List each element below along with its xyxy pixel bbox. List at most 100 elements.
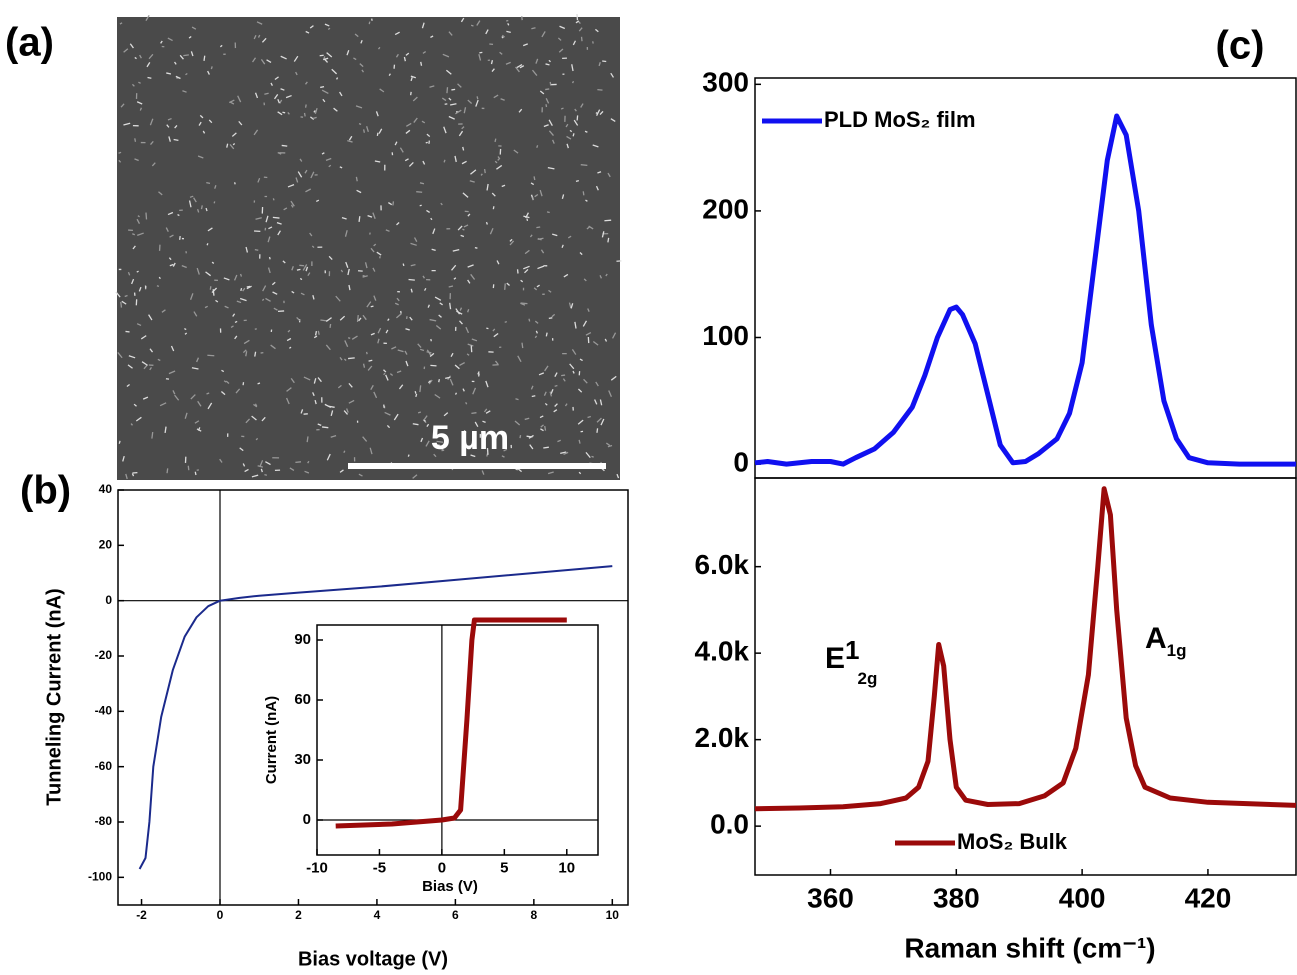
sem-speck: [206, 392, 210, 395]
sem-speck: [554, 403, 558, 407]
sem-speck: [370, 384, 374, 391]
sem-speck: [190, 51, 194, 57]
sem-speck: [478, 53, 482, 61]
sem-speck: [493, 94, 499, 99]
sem-speck: [592, 144, 599, 148]
sem-speck: [547, 166, 555, 170]
sem-speck: [170, 345, 175, 352]
sem-speck: [166, 124, 170, 128]
sem-speck: [545, 332, 548, 337]
sem-speck: [127, 271, 131, 276]
sem-speck: [534, 335, 538, 339]
sem-speck: [457, 83, 462, 88]
sem-speck: [427, 304, 430, 308]
sem-speck: [410, 77, 413, 82]
sem-speck: [515, 398, 519, 401]
sem-speck: [454, 155, 457, 163]
sem-speck: [501, 34, 505, 38]
sem-speck: [313, 378, 317, 384]
sem-speck: [544, 425, 547, 431]
sem-speck: [448, 285, 454, 288]
sem-speck: [240, 287, 243, 292]
sem-speck: [439, 302, 443, 306]
annotation-main: A: [1145, 622, 1167, 655]
sem-speck: [290, 200, 295, 207]
sem-speck: [537, 265, 545, 270]
sem-speck: [323, 57, 329, 61]
sem-speck: [610, 72, 615, 78]
sem-speck: [231, 132, 237, 137]
sem-speck: [485, 29, 489, 35]
sem-speck: [474, 421, 479, 428]
sem-speck: [540, 428, 544, 432]
sem-speck: [335, 295, 341, 302]
sem-speck: [597, 171, 602, 174]
sem-speck: [471, 338, 478, 342]
sem-speck: [219, 458, 223, 463]
sem-speck: [462, 228, 465, 231]
sem-speck: [423, 287, 427, 291]
sem-speck: [260, 58, 266, 65]
x-tick-label: 380: [933, 883, 980, 914]
sem-speck: [405, 52, 410, 56]
sem-speck: [616, 473, 620, 479]
sem-speck: [470, 24, 474, 27]
sem-speck: [564, 403, 568, 407]
plot-frame: [754, 477, 1297, 876]
y-tick-label: 20: [99, 538, 113, 552]
sem-speck: [317, 423, 322, 426]
sem-speck: [476, 96, 479, 100]
sem-speck: [399, 147, 404, 153]
sem-speck: [423, 419, 426, 422]
sem-speck: [592, 341, 599, 346]
sem-speck: [532, 197, 535, 201]
sem-speck: [279, 99, 283, 104]
sem-speck: [476, 20, 481, 26]
sem-speck: [493, 333, 499, 338]
sem-speck: [422, 275, 426, 279]
sem-speck: [312, 392, 315, 397]
sem-speck: [494, 360, 499, 365]
sem-speck: [376, 251, 382, 256]
x-tick-label: -10: [306, 859, 328, 876]
sem-speck: [331, 68, 338, 75]
panel-label: (c): [1216, 24, 1265, 68]
sem-speck: [253, 129, 259, 136]
sem-speck: [273, 93, 279, 100]
sem-speck: [587, 308, 590, 312]
sem-speck: [330, 434, 337, 438]
sem-speck: [557, 439, 561, 443]
sem-speck: [172, 262, 176, 267]
sem-speck: [206, 181, 211, 184]
sem-speck: [232, 313, 236, 317]
sem-speck: [467, 309, 470, 313]
sem-speck: [362, 275, 368, 278]
y-tick-label: 6.0k: [695, 549, 750, 580]
sem-speck: [559, 25, 566, 30]
sem-speck: [194, 420, 200, 424]
sem-speck: [265, 297, 271, 302]
sem-speck: [505, 61, 511, 65]
sem-speck: [575, 179, 580, 182]
sem-speck: [141, 361, 148, 366]
x-tick-label: 0: [217, 908, 224, 922]
sem-speck: [396, 222, 400, 226]
sem-speck: [405, 129, 411, 134]
sem-speck: [572, 133, 575, 137]
sem-speck: [131, 473, 135, 477]
sem-speck: [443, 159, 446, 163]
sem-speck: [563, 451, 569, 456]
sem-speck: [458, 130, 464, 137]
sem-speck: [545, 88, 550, 91]
sem-speck: [386, 424, 391, 429]
sem-speck: [305, 188, 312, 193]
sem-speck: [485, 410, 491, 414]
sem-speck: [287, 184, 295, 188]
sem-speck: [543, 446, 549, 449]
x-tick-label: 2: [295, 908, 302, 922]
sem-speck: [358, 317, 362, 322]
sem-speck: [375, 111, 379, 117]
sem-speck: [509, 240, 515, 246]
sem-speck: [566, 135, 572, 140]
